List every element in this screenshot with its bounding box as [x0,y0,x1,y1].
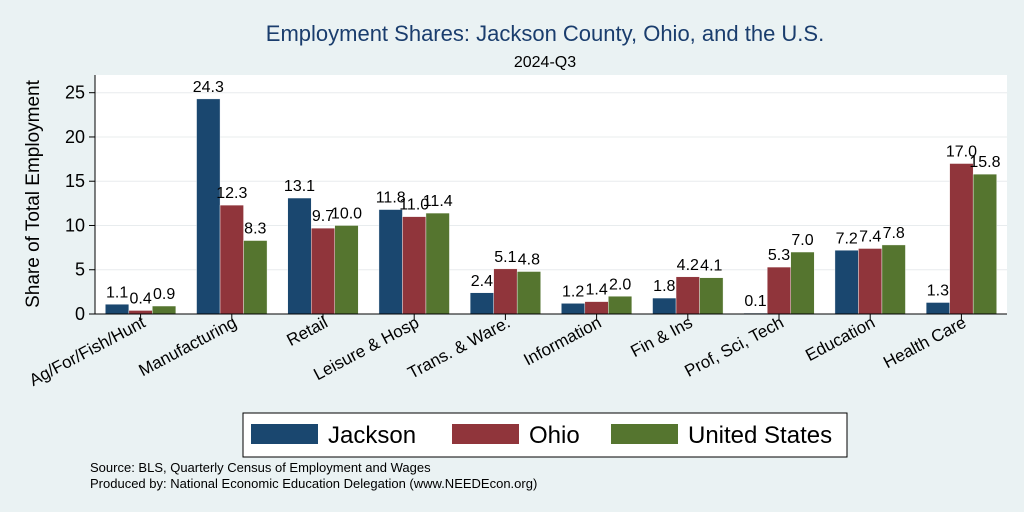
bar-0-8 [834,250,859,315]
bar-1-9 [949,163,974,315]
bar-0-4 [469,292,494,315]
source-line-1: Source: BLS, Quarterly Census of Employm… [90,460,431,475]
bar-1-6 [675,276,700,315]
category-label-4: Trans. & Ware. [405,313,514,383]
y-axis-label: Share of Total Employment [23,79,44,307]
category-label-9: Health Care [880,313,969,372]
data-label-0-6: 1.8 [653,278,675,295]
bar-1-8 [858,248,883,315]
bar-2-5 [608,296,633,315]
y-axis-ticks: 0 5 10 15 20 25 [65,83,95,324]
data-label-0-1: 24.3 [193,79,224,96]
category-label-0: Ag/For/Fish/Hunt [26,313,149,390]
bar-2-7 [790,251,815,315]
legend-label-0: Jackson [328,422,416,449]
data-label-0-0: 1.1 [106,284,128,301]
bar-0-9 [925,302,950,315]
data-label-0-2: 13.1 [284,178,315,195]
data-label-2-1: 8.3 [244,221,266,238]
data-label-0-4: 2.4 [471,273,493,290]
bar-2-1 [243,240,268,315]
data-label-1-5: 1.4 [585,282,607,299]
data-label-1-4: 5.1 [494,249,516,266]
bar-0-6 [652,297,677,315]
category-label-1: Manufacturing [136,313,240,380]
category-label-7: Prof, Sci, Tech [681,313,786,381]
bar-1-7 [767,266,791,315]
data-label-1-8: 7.4 [859,228,881,245]
y-tick-label-0: 0 [75,304,85,324]
data-label-2-0: 0.9 [153,286,175,303]
bar-1-5 [584,301,609,315]
data-label-2-8: 7.8 [883,225,905,242]
data-label-2-6: 4.1 [700,258,722,275]
y-tick-label-3: 15 [65,171,85,191]
data-label-1-2: 9.7 [312,208,334,225]
legend-swatch-1 [452,424,519,444]
category-label-6: Fin & Ins [628,313,696,361]
category-label-8: Education [802,313,878,365]
data-label-0-5: 1.2 [562,283,584,300]
legend-label-2: United States [688,422,832,449]
legend: Jackson Ohio United States [251,422,832,449]
chart-subtitle: 2024-Q3 [514,54,576,71]
legend-box [242,412,848,458]
bar-1-0 [128,310,153,315]
data-label-2-7: 7.0 [791,232,813,249]
bar-2-9 [972,173,997,315]
bar-2-8 [881,244,906,315]
data-label-1-1: 12.3 [216,185,247,202]
bar-2-4 [516,271,541,315]
bar-1-2 [311,227,335,315]
bar-2-2 [334,225,359,315]
bar-0-5 [561,303,586,315]
data-label-1-7: 5.3 [768,247,790,264]
category-label-2: Retail [284,313,331,350]
data-label-1-9: 17.0 [946,144,977,161]
data-label-0-7: 0.1 [744,293,766,310]
data-label-0-8: 7.2 [836,230,858,247]
data-label-1-0: 0.4 [129,290,151,307]
bar-1-1 [219,204,244,315]
data-label-1-3: 11.0 [399,197,429,214]
bar-2-0 [152,305,177,315]
data-label-2-4: 4.8 [518,252,540,269]
data-label-2-9: 15.8 [969,154,1000,171]
category-label-5: Information [520,313,604,370]
data-label-0-9: 1.3 [927,282,949,299]
data-label-1-6: 4.2 [677,257,699,274]
bar-0-2 [287,197,312,315]
y-tick-label-2: 10 [65,215,85,235]
data-label-2-3: 11.4 [423,193,453,210]
legend-swatch-2 [611,424,678,444]
bars [105,98,997,315]
bar-2-3 [425,212,450,315]
bar-0-1 [196,98,221,315]
y-tick-label-4: 20 [65,127,85,147]
legend-label-1: Ohio [529,422,580,449]
y-tick-label-1: 5 [75,260,85,280]
bar-1-3 [402,216,427,315]
chart-title: Employment Shares: Jackson County, Ohio,… [266,21,824,46]
legend-swatch-0 [251,424,318,444]
data-label-0-3: 11.8 [376,190,406,207]
y-tick-label-5: 25 [65,83,85,103]
data-label-2-2: 10.0 [331,205,362,222]
bar-1-4 [493,268,518,315]
bar-0-3 [378,209,403,315]
bar-0-0 [105,304,130,315]
bar-2-6 [699,277,724,315]
source-line-2: Produced by: National Economic Education… [90,476,537,491]
data-labels: 1.1 0.4 0.924.312.38.313.19.710.011.811.01… [106,79,1001,310]
data-label-2-5: 2.0 [609,276,631,293]
